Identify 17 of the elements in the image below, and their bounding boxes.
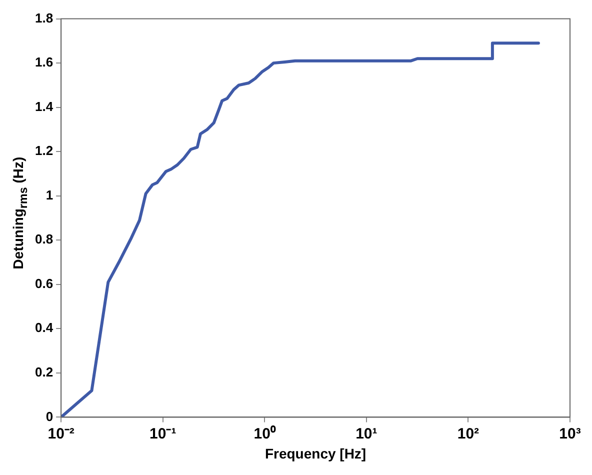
y-tick-label: 0.4 <box>34 320 54 336</box>
y-tick-label: 0.2 <box>34 364 54 380</box>
y-tick-label: 0 <box>46 408 54 424</box>
x-tick-label: 10¹ <box>356 425 378 442</box>
x-tick-label: 10⁻¹ <box>150 425 176 442</box>
x-tick-label: 10⁻² <box>48 425 74 442</box>
x-tick-label: 10⁰ <box>254 424 276 442</box>
y-tick-label: 0.8 <box>34 232 54 247</box>
y-tick-label: 1.6 <box>34 54 54 70</box>
y-tick-label: 1 <box>46 187 54 202</box>
y-tick-label: 1.8 <box>34 10 54 26</box>
y-tick-label: 0.6 <box>34 276 54 291</box>
y-tick-label: 1.4 <box>34 98 54 114</box>
x-axis-title: Frequency [Hz] <box>264 445 366 462</box>
x-tick-label: 10² <box>457 425 480 442</box>
x-tick-label: 10³ <box>559 425 581 442</box>
y-tick-label: 1.2 <box>34 143 54 158</box>
